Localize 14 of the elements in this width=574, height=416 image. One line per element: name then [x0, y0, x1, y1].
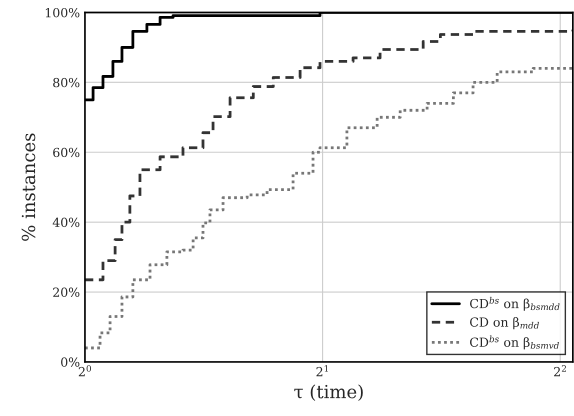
- y-axis-title: % instances: [22, 133, 36, 241]
- legend-label: CD$^{bs}$ on β$_{bsmvd}$: [470, 336, 559, 350]
- y-tick-label: 40%: [52, 218, 80, 228]
- x-axis-title: τ (time): [294, 384, 363, 401]
- x-tick-label: 2$^{1}$: [316, 365, 328, 376]
- y-tick-label: 60%: [53, 148, 80, 158]
- x-tick-label: 2$^{0}$: [78, 365, 92, 376]
- legend-label: CD$^{bs}$ on β$_{bsmdd}$: [470, 296, 560, 311]
- y-tick-label: 20%: [53, 288, 80, 297]
- y-tick-label: 80%: [53, 78, 80, 88]
- x-tick-label: 2$^{2}$: [554, 365, 566, 376]
- y-tick-label: 100%: [46, 8, 80, 18]
- y-tick-label: 0%: [61, 357, 80, 367]
- legend-label: CD on β$_{mdd}$: [470, 317, 539, 330]
